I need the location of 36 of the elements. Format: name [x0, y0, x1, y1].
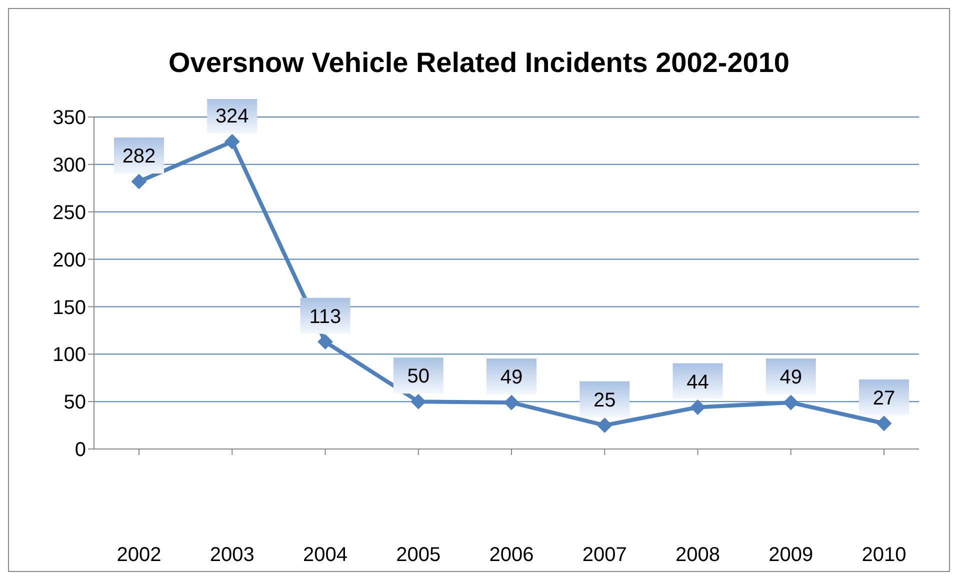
y-tick-label: 0: [74, 439, 86, 462]
y-tick-label: 150: [52, 296, 86, 319]
y-tick-label: 300: [52, 154, 86, 177]
data-label: 324: [215, 106, 249, 128]
y-tick-label: 100: [52, 344, 86, 366]
x-tick-label: 2007: [582, 544, 627, 566]
data-label: 50: [407, 366, 430, 388]
x-tick-label: 2006: [489, 544, 534, 566]
data-label: 44: [686, 371, 709, 394]
x-tick-label: 2003: [210, 544, 254, 566]
x-tick-label: 2009: [768, 544, 814, 566]
y-tick-label: 200: [52, 249, 86, 272]
data-label: 282: [122, 146, 156, 168]
chart-title: Oversnow Vehicle Related Incidents 2002-2010: [168, 46, 790, 80]
x-tick-label: 2002: [116, 544, 162, 566]
y-tick-label: 250: [52, 202, 86, 224]
data-label: 25: [594, 389, 616, 412]
data-label: 49: [500, 366, 523, 389]
data-label: 113: [309, 306, 342, 328]
point: [690, 400, 706, 415]
point: [783, 395, 798, 410]
point: [410, 394, 426, 410]
x-tick-label: 2010: [862, 544, 906, 566]
y-tick-label: 350: [52, 107, 86, 130]
x-tick-label: 2005: [396, 544, 441, 566]
point: [318, 334, 333, 350]
data-label: 49: [780, 366, 802, 389]
point: [876, 416, 892, 431]
point: [132, 174, 146, 190]
x-tick-label: 2004: [303, 544, 348, 566]
x-tick-label: 2008: [676, 544, 720, 566]
y-tick-label: 50: [64, 392, 86, 414]
data-label: 27: [872, 387, 896, 410]
point: [224, 134, 240, 150]
point: [597, 418, 612, 433]
point: [504, 395, 519, 410]
